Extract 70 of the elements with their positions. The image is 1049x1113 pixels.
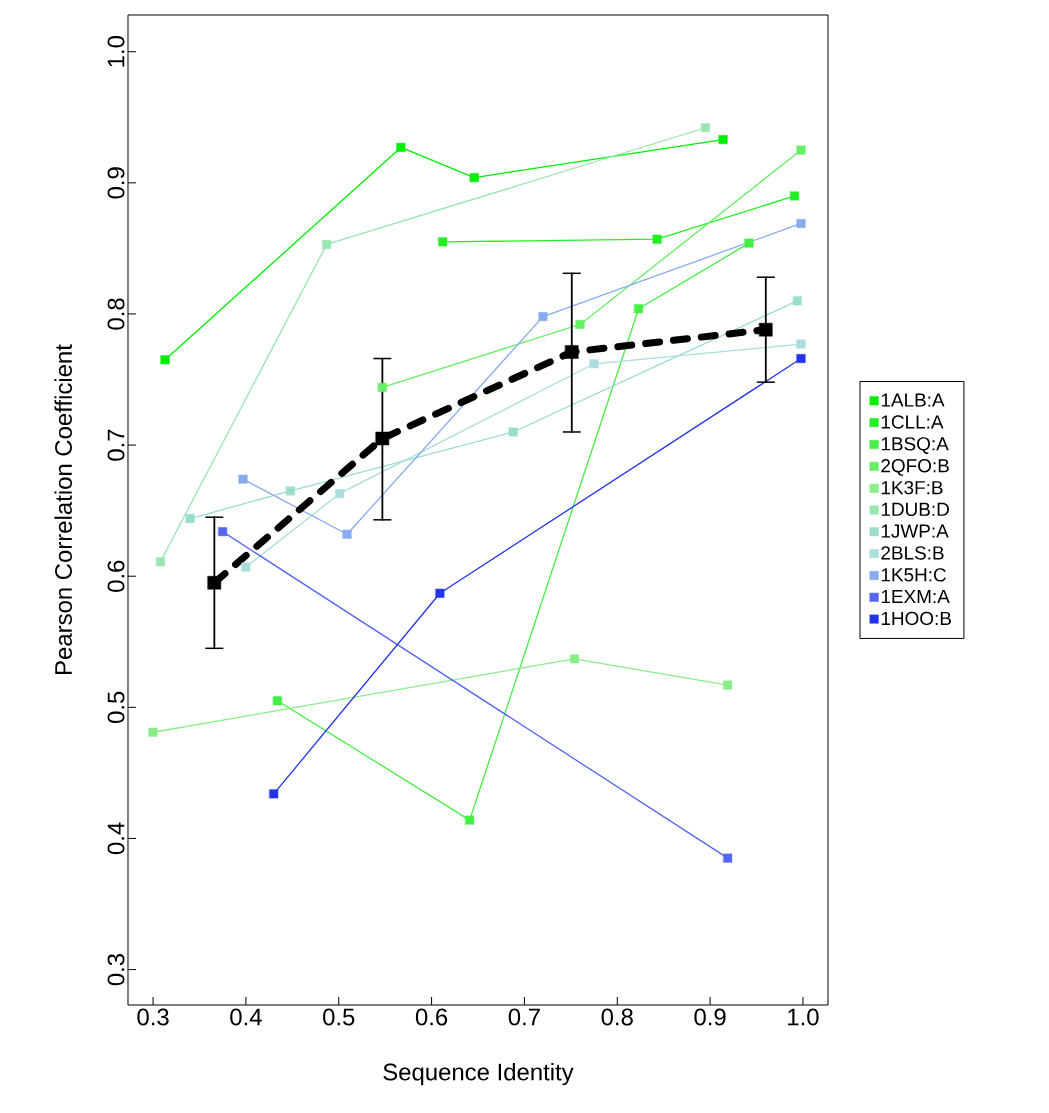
point xyxy=(286,486,295,496)
point xyxy=(701,123,710,133)
point xyxy=(538,312,548,322)
y-tick-label: 0.4 xyxy=(107,822,125,855)
point xyxy=(335,489,345,499)
x-axis-title: Sequence Identity xyxy=(383,1062,574,1086)
point xyxy=(241,562,251,572)
point xyxy=(322,240,332,249)
y-tick-label: 0.7 xyxy=(107,429,125,461)
point xyxy=(744,238,754,248)
point xyxy=(148,727,158,737)
point xyxy=(269,789,279,799)
x-tick-label: 0.3 xyxy=(137,1008,169,1026)
legend-label: 2QFO:B xyxy=(881,459,949,476)
point xyxy=(575,319,585,329)
legend-label: 1K3F:B xyxy=(881,480,943,495)
point xyxy=(375,431,390,446)
y-tick-label: 0.5 xyxy=(107,691,125,724)
point xyxy=(438,237,448,247)
point xyxy=(570,654,580,664)
legend-label: 1ALB:A xyxy=(881,393,945,407)
point xyxy=(589,359,599,369)
legend-label: 1K5H:C xyxy=(881,568,946,582)
point xyxy=(342,529,352,539)
y-tick-label: 1.0 xyxy=(107,36,125,67)
point xyxy=(723,853,733,863)
point xyxy=(218,527,228,537)
legend-label: 1CLL:A xyxy=(881,415,944,429)
point xyxy=(207,576,222,590)
point xyxy=(634,304,644,314)
point xyxy=(185,514,195,523)
legend-label: 1HOO:B xyxy=(881,611,951,626)
point xyxy=(273,696,282,706)
point xyxy=(508,427,518,437)
y-axis-title: Pearson Correlation Coefficient xyxy=(54,344,72,674)
point xyxy=(238,474,248,484)
point xyxy=(796,354,806,363)
point xyxy=(759,322,773,337)
y-tick-label: 0.3 xyxy=(107,954,125,986)
point xyxy=(723,680,733,690)
x-tick-label: 1.0 xyxy=(788,1008,819,1026)
point xyxy=(792,296,802,306)
point xyxy=(796,145,806,155)
legend-label: 1EXM:A xyxy=(881,590,950,604)
y-tick-label: 0.6 xyxy=(107,560,125,592)
x-tick-label: 0.5 xyxy=(323,1008,355,1026)
legend-label: 1BSQ:A xyxy=(881,437,949,454)
point xyxy=(565,345,579,359)
point xyxy=(469,173,479,183)
x-tick-label: 0.9 xyxy=(694,1008,726,1026)
y-tick-label: 0.9 xyxy=(107,167,125,199)
point xyxy=(156,557,165,567)
point xyxy=(160,355,170,365)
point xyxy=(396,142,406,152)
x-tick-label: 0.8 xyxy=(601,1008,633,1026)
x-tick-label: 0.6 xyxy=(415,1008,448,1026)
point xyxy=(652,234,662,244)
x-tick-label: 0.7 xyxy=(508,1008,540,1026)
x-tick-label: 0.4 xyxy=(230,1008,262,1026)
point xyxy=(718,135,728,144)
point xyxy=(377,382,387,392)
legend-label: 1DUB:D xyxy=(881,502,949,517)
point xyxy=(435,588,445,598)
point xyxy=(465,815,475,825)
point xyxy=(796,219,806,228)
legend-label: 2BLS:B xyxy=(881,546,944,560)
legend-label: 1JWP:A xyxy=(881,524,949,538)
y-tick-label: 0.8 xyxy=(107,298,125,330)
point xyxy=(790,191,800,201)
point xyxy=(796,339,806,349)
